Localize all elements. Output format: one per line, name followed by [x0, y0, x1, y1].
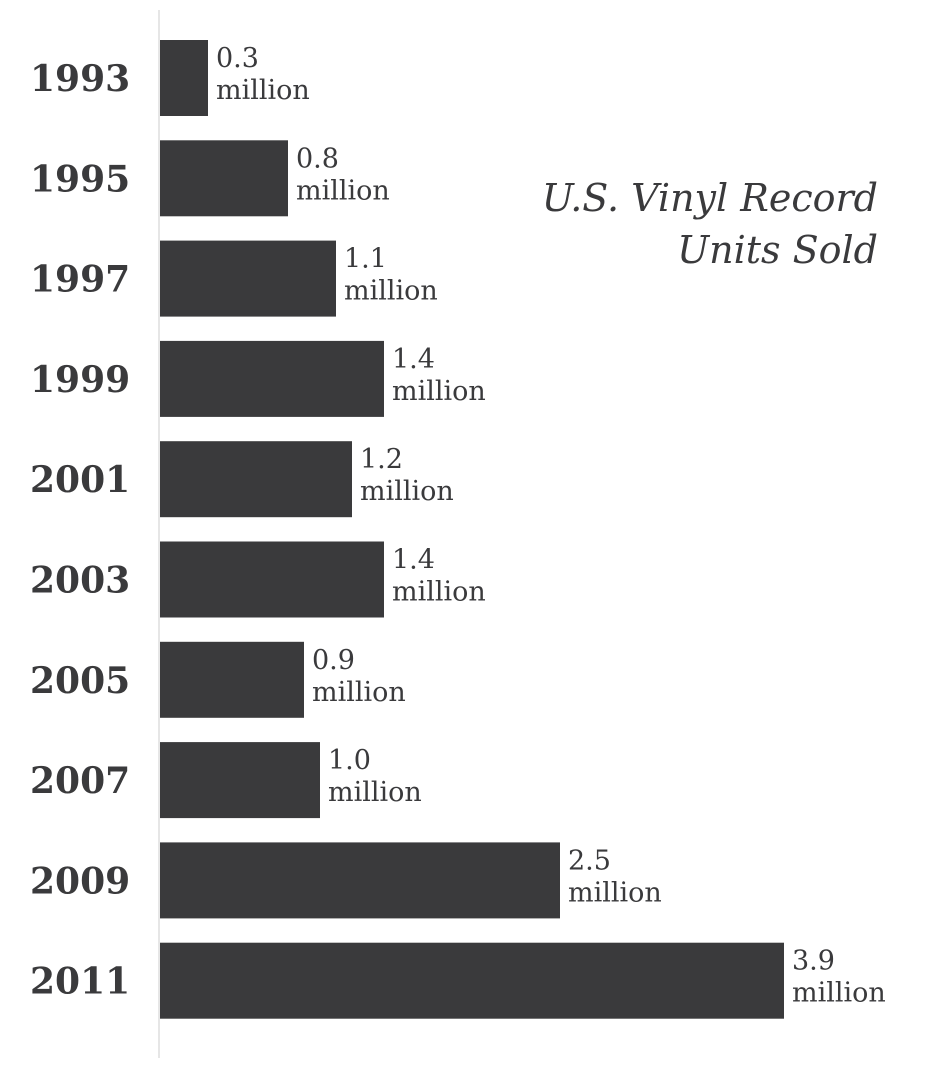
value-label-2005: 0.9 — [312, 645, 355, 676]
category-label-2001: 2001 — [30, 459, 130, 501]
unit-label-2007: million — [328, 777, 422, 808]
value-label-2011: 3.9 — [792, 946, 835, 977]
unit-label-1997: million — [344, 276, 438, 307]
category-label-2005: 2005 — [30, 660, 130, 702]
unit-label-2005: million — [312, 677, 406, 708]
bar-1999 — [160, 340, 384, 417]
value-label-1997: 1.1 — [344, 244, 387, 275]
category-label-1993: 1993 — [30, 58, 130, 100]
category-label-1999: 1999 — [30, 359, 130, 401]
category-label-2003: 2003 — [30, 560, 130, 602]
unit-label-2009: million — [568, 877, 662, 908]
unit-label-1995: million — [296, 175, 390, 206]
value-label-2007: 1.0 — [328, 745, 371, 776]
chart-title-line-1: U.S. Vinyl Record — [541, 176, 878, 220]
value-label-1995: 0.8 — [296, 143, 339, 174]
value-labels-layer: 0.3million0.8million1.1million1.4million… — [216, 43, 886, 1009]
unit-label-1993: million — [216, 75, 310, 106]
category-label-2009: 2009 — [30, 860, 130, 902]
value-label-1993: 0.3 — [216, 43, 259, 74]
bar-1995 — [160, 140, 288, 217]
unit-label-2003: million — [392, 577, 486, 608]
value-label-2001: 1.2 — [360, 444, 403, 475]
category-labels-layer: 1993 1995 1997 1999 2001 2003 2005 2007 2009 2011 — [30, 58, 130, 1003]
chart-title: U.S. Vinyl Record Units Sold — [458, 172, 878, 276]
bar-2005 — [160, 641, 304, 718]
category-label-1995: 1995 — [30, 158, 130, 200]
unit-label-2001: million — [360, 476, 454, 507]
value-label-2009: 2.5 — [568, 845, 611, 876]
value-label-2003: 1.4 — [392, 545, 435, 576]
bar-1993 — [160, 40, 208, 116]
bar-2009 — [160, 842, 560, 919]
bar-2007 — [160, 742, 320, 819]
category-label-2011: 2011 — [30, 961, 130, 1003]
unit-label-2011: million — [792, 978, 886, 1009]
chart-title-line-2: Units Sold — [677, 228, 878, 272]
bar-2003 — [160, 541, 384, 618]
bar-2001 — [160, 441, 352, 518]
value-label-1999: 1.4 — [392, 344, 435, 375]
category-label-2007: 2007 — [30, 760, 130, 802]
bar-1997 — [160, 240, 336, 317]
category-label-1997: 1997 — [30, 259, 130, 301]
unit-label-1999: million — [392, 376, 486, 407]
bars-layer — [160, 40, 784, 1019]
bar-2011 — [160, 942, 784, 1019]
